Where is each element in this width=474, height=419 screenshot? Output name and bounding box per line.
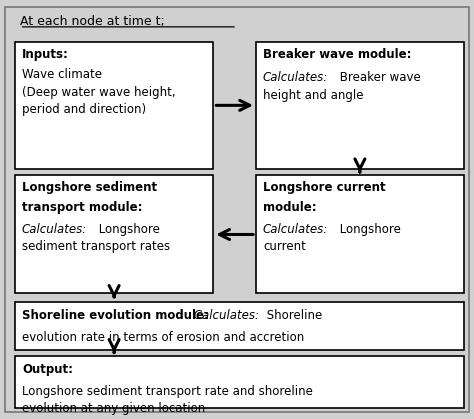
Text: evolution at any given location: evolution at any given location (22, 402, 205, 415)
Text: Longshore: Longshore (95, 223, 160, 236)
Text: Output:: Output: (22, 363, 73, 376)
Text: At each node at time t;: At each node at time t; (19, 15, 164, 28)
Text: period and direction): period and direction) (22, 103, 146, 116)
Text: sediment transport rates: sediment transport rates (22, 241, 170, 253)
Text: Longshore sediment: Longshore sediment (22, 181, 157, 194)
Text: Longshore sediment transport rate and shoreline: Longshore sediment transport rate and sh… (22, 385, 313, 398)
Text: height and angle: height and angle (263, 89, 364, 102)
Text: Calculates:: Calculates: (22, 223, 87, 236)
Text: Wave climate: Wave climate (22, 68, 102, 81)
Text: Shoreline: Shoreline (263, 309, 322, 322)
FancyBboxPatch shape (256, 42, 464, 169)
Text: Calculates:: Calculates: (263, 71, 328, 84)
FancyBboxPatch shape (15, 175, 213, 293)
Text: module:: module: (263, 201, 317, 214)
Text: Inputs:: Inputs: (22, 49, 69, 62)
Text: (Deep water wave height,: (Deep water wave height, (22, 86, 175, 99)
Text: evolution rate in terms of erosion and accretion: evolution rate in terms of erosion and a… (22, 331, 304, 344)
FancyBboxPatch shape (15, 302, 464, 349)
Text: Breaker wave: Breaker wave (336, 71, 421, 84)
Text: Breaker wave module:: Breaker wave module: (263, 49, 411, 62)
FancyBboxPatch shape (15, 42, 213, 169)
Text: Shoreline evolution module:: Shoreline evolution module: (22, 309, 209, 322)
Text: transport module:: transport module: (22, 201, 143, 214)
Text: current: current (263, 241, 306, 253)
Text: Calculates:: Calculates: (263, 223, 328, 236)
Text: Longshore current: Longshore current (263, 181, 386, 194)
FancyBboxPatch shape (15, 356, 464, 408)
FancyBboxPatch shape (256, 175, 464, 293)
Text: Longshore: Longshore (336, 223, 401, 236)
Text: Calculates:: Calculates: (190, 309, 259, 322)
